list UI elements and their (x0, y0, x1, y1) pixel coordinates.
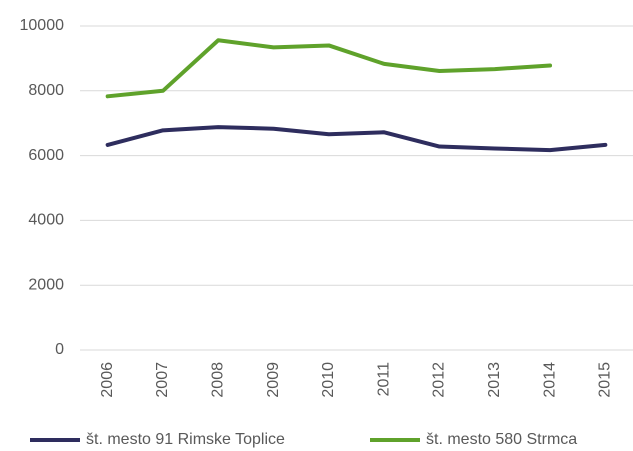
y-tick-label: 4000 (28, 212, 64, 229)
x-tick-label: 2009 (265, 362, 282, 398)
x-tick-label: 2012 (431, 362, 448, 398)
x-tick-label: 2011 (375, 362, 392, 397)
x-tick-label: 2006 (99, 362, 116, 398)
line-series (105, 125, 608, 153)
line-series (105, 38, 553, 99)
x-tick-label: 2010 (320, 362, 337, 398)
legend-label: št. mesto 580 Strmca (426, 431, 577, 448)
x-tick-label: 2013 (486, 362, 503, 398)
legend-label: št. mesto 91 Rimske Toplice (86, 431, 285, 448)
y-tick-label: 8000 (28, 82, 64, 99)
x-tick-label: 2014 (541, 362, 558, 398)
x-tick-label: 2007 (154, 362, 171, 398)
y-tick-label: 0 (55, 341, 64, 358)
x-tick-label: 2008 (209, 362, 226, 398)
x-tick-label: 2015 (597, 362, 614, 398)
y-tick-label: 6000 (28, 147, 64, 164)
y-tick-label: 10000 (20, 17, 65, 34)
y-tick-label: 2000 (28, 276, 64, 293)
